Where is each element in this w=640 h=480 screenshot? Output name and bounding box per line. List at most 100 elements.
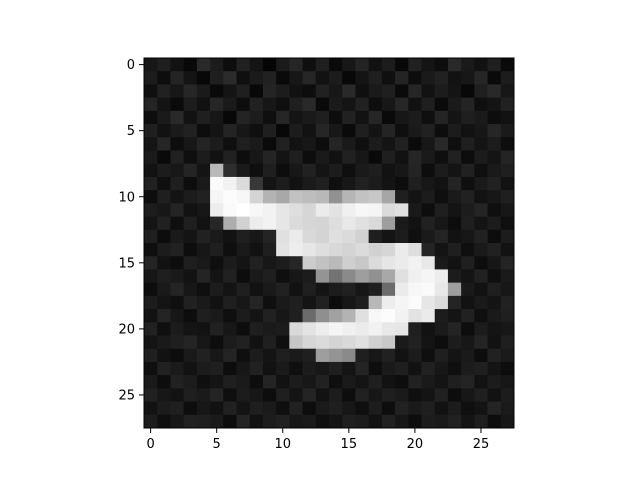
heatmap-cell (289, 216, 303, 231)
heatmap-cell (487, 388, 502, 402)
heatmap-cell (461, 335, 475, 350)
heatmap-cell (355, 216, 370, 231)
heatmap-cell (447, 58, 462, 72)
heatmap-cell (368, 309, 383, 323)
heatmap-cell (249, 388, 264, 402)
heatmap-cell (144, 190, 158, 204)
heatmap-cell (157, 58, 171, 72)
heatmap-cell (421, 335, 436, 350)
heatmap-cell (210, 163, 224, 178)
heatmap-cell (249, 203, 264, 217)
heatmap-cell (196, 269, 211, 284)
heatmap-cell (381, 163, 396, 178)
heatmap-cell (289, 58, 303, 72)
heatmap-cell (276, 388, 290, 402)
heatmap-cell (170, 269, 185, 284)
heatmap-cell (342, 71, 356, 85)
heatmap-cell (500, 190, 515, 204)
heatmap-cell (315, 269, 330, 284)
heatmap-cell (289, 203, 303, 217)
heatmap-cell (408, 84, 422, 99)
heatmap-cell (289, 295, 303, 310)
heatmap-cell (223, 216, 237, 231)
heatmap-cell (421, 203, 436, 217)
heatmap-cell (434, 375, 449, 389)
heatmap-cell (329, 348, 343, 363)
heatmap-cell (421, 256, 436, 270)
heatmap-cell (157, 216, 171, 231)
heatmap-cell (289, 71, 303, 85)
heatmap-cell (329, 401, 343, 416)
heatmap-cell (249, 375, 264, 389)
heatmap-cell (236, 58, 251, 72)
heatmap-cell (447, 243, 462, 257)
heatmap-cell (487, 163, 502, 178)
heatmap-cell (368, 243, 383, 257)
heatmap-cell (447, 309, 462, 323)
heatmap-cell (276, 110, 290, 125)
heatmap-cell (302, 322, 317, 336)
heatmap-cell (487, 375, 502, 389)
heatmap-cell (368, 335, 383, 350)
heatmap-cell (236, 361, 251, 376)
heatmap-cell (355, 190, 370, 204)
heatmap-cell (210, 229, 224, 244)
heatmap-cell (487, 309, 502, 323)
heatmap-cell (381, 110, 396, 125)
heatmap-cell (461, 229, 475, 244)
heatmap-cell (276, 375, 290, 389)
heatmap-cell (329, 176, 343, 191)
heatmap-cell (421, 216, 436, 231)
heatmap-cell (329, 71, 343, 85)
heatmap-cell (289, 150, 303, 165)
heatmap-cell (249, 309, 264, 323)
heatmap-cell (315, 110, 330, 125)
heatmap-cell (368, 58, 383, 72)
heatmap-cell (474, 110, 488, 125)
heatmap-cell (302, 150, 317, 165)
heatmap-cell (381, 150, 396, 165)
heatmap-cell (329, 190, 343, 204)
heatmap-cell (368, 414, 383, 429)
heatmap-cell (408, 295, 422, 310)
heatmap-cell (236, 150, 251, 165)
heatmap-cell (223, 375, 237, 389)
heatmap-cell (474, 401, 488, 416)
heatmap-cell (381, 216, 396, 231)
heatmap-cell (487, 243, 502, 257)
heatmap-cell (395, 97, 409, 112)
heatmap-cell (210, 295, 224, 310)
heatmap-cell (434, 348, 449, 363)
heatmap-cell (500, 243, 515, 257)
heatmap-cell (474, 375, 488, 389)
heatmap-cell (276, 203, 290, 217)
heatmap-cell (315, 348, 330, 363)
heatmap-cell (408, 124, 422, 138)
heatmap-cell (236, 124, 251, 138)
heatmap-cell (170, 322, 185, 336)
heatmap-cell (210, 124, 224, 138)
heatmap-cell (368, 216, 383, 231)
heatmap-cell (408, 388, 422, 402)
heatmap-cell (223, 335, 237, 350)
heatmap-cell (157, 163, 171, 178)
x-axis: 0 5 10 15 20 25 (146, 428, 489, 452)
heatmap-cell (210, 401, 224, 416)
heatmap-cell (223, 190, 237, 204)
heatmap-cell (223, 414, 237, 429)
heatmap-cell (236, 71, 251, 85)
heatmap-cell (236, 216, 251, 231)
heatmap-cell (210, 243, 224, 257)
heatmap-cell (210, 97, 224, 112)
heatmap-cell (355, 124, 370, 138)
heatmap-cell (395, 150, 409, 165)
heatmap-cell (196, 414, 211, 429)
heatmap-cell (355, 97, 370, 112)
heatmap-cell (289, 322, 303, 336)
heatmap-cell (196, 176, 211, 191)
heatmap-cell (342, 216, 356, 231)
heatmap-cell (500, 335, 515, 350)
heatmap-cell (144, 163, 158, 178)
heatmap-cell (210, 216, 224, 231)
heatmap-cell (329, 256, 343, 270)
